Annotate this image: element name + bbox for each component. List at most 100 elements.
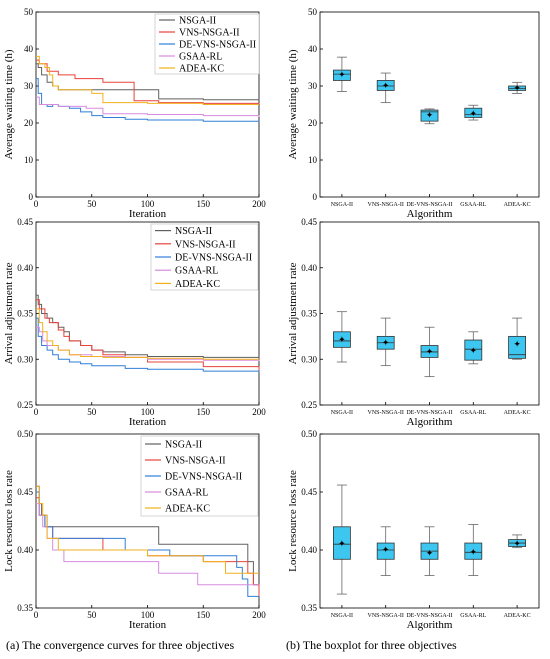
caption-left: (a) The convergence curves for three obj…: [6, 638, 235, 652]
box-iqr: [332, 331, 351, 348]
x-tick-label: VNS-NSGA-II: [368, 410, 404, 416]
x-tick-label: 50: [87, 199, 97, 209]
chart-panel-3: 0.25 0.30 0.35 0.40 0.45 Arrival adjustment r…: [3, 217, 266, 428]
y-tick-label: 0.45: [17, 217, 33, 227]
legend: NSGA-IIVNS-NSGA-IIDE-VNS-NSGA-IIGSAA-RLA…: [154, 13, 260, 75]
legend: NSGA-IIVNS-NSGA-IIDE-VNS-NSGA-IIGSAA-RLA…: [150, 223, 259, 291]
x-tick-label: DE-VNS-NSGA-II: [406, 410, 452, 416]
y-tick-label: 30: [308, 81, 318, 91]
x-tick-label: GSAA-RL: [460, 410, 486, 416]
box-mean-marker: ✦: [426, 346, 434, 356]
x-axis-label: Algorithm: [407, 416, 453, 428]
y-tick-label: 10: [308, 155, 318, 165]
y-tick-label: 0.50: [301, 429, 317, 439]
y-tick-label: 0.45: [301, 217, 317, 227]
box-nsga-ii: ✦: [332, 311, 351, 363]
legend-item: ADEA-KC: [165, 504, 210, 515]
legend-item: DE-VNS-NSGA-II: [179, 40, 256, 51]
y-tick-label: 0.35: [17, 309, 33, 319]
legend-item: DE-VNS-NSGA-II: [165, 472, 242, 483]
box-adea-kc: ✦: [508, 317, 527, 360]
box-nsga-ii: ✦: [332, 484, 351, 595]
y-tick-label: 0.50: [17, 429, 33, 439]
y-tick-label: 0.35: [17, 603, 33, 613]
x-tick-label: 200: [252, 199, 266, 209]
y-tick-label: 0.25: [17, 400, 33, 410]
box-iqr: [420, 109, 439, 122]
x-tick-label: ADEA-KC: [504, 613, 531, 619]
box-iqr: [332, 526, 351, 560]
box-mean-marker: ✦: [338, 69, 346, 79]
x-tick-label: 200: [252, 407, 266, 417]
legend-item: NSGA-II: [175, 226, 212, 237]
box-de-vns-nsga-ii: ✦: [420, 526, 439, 576]
y-axis-label: Lock resource loss rate: [287, 470, 299, 572]
box-iqr: [508, 335, 527, 359]
plot-frame: [319, 11, 540, 198]
legend-item: DE-VNS-NSGA-II: [175, 253, 252, 264]
legend-item: ADEA-KC: [175, 279, 220, 290]
box-mean-marker: ✦: [338, 539, 346, 549]
box-mean-marker: ✦: [513, 339, 521, 349]
box-iqr: [464, 542, 483, 560]
series-line-vns-nsga-ii: [36, 299, 260, 371]
box-adea-kc: ✦: [508, 81, 527, 94]
box-gsaa-rl: ✦: [464, 104, 483, 121]
y-tick-label: 30: [24, 81, 34, 91]
y-tick-label: 0.35: [301, 603, 317, 613]
x-tick-label: 0: [34, 407, 39, 417]
x-axis-label: Iteration: [129, 619, 167, 631]
x-tick-label: NSGA-II: [331, 202, 353, 208]
y-tick-label: 40: [24, 44, 34, 54]
y-tick-label: 0.25: [301, 400, 317, 410]
y-tick-label: 0.35: [301, 309, 317, 319]
caption-right: (b) The boxplot for three objectives: [286, 638, 457, 652]
chart-panel-5: 0.35 0.40 0.45 0.50 Lock resource loss rate I…: [3, 429, 266, 631]
y-tick-label: 0.40: [17, 263, 33, 273]
box-de-vns-nsga-ii: ✦: [420, 326, 439, 378]
box-iqr: [420, 345, 439, 358]
box-mean-marker: ✦: [470, 346, 478, 356]
x-tick-label: NSGA-II: [331, 613, 353, 619]
box-iqr: [464, 107, 483, 118]
box-mean-marker: ✦: [382, 81, 390, 91]
box-mean-marker: ✦: [382, 545, 390, 555]
series-line-nsga-ii: [36, 294, 260, 359]
box-mean-marker: ✦: [382, 337, 390, 347]
box-vns-nsga-ii: ✦: [376, 72, 395, 104]
series-line-de-vns-nsga-ii: [36, 317, 260, 373]
legend-item: GSAA-RL: [175, 266, 218, 277]
box-nsga-ii: ✦: [332, 56, 351, 92]
box-mean-marker: ✦: [338, 335, 346, 345]
y-tick-label: 0.40: [301, 263, 317, 273]
chart-panel-6: 0.35 0.40 0.45 0.50 Lock resource loss rate A…: [287, 429, 540, 631]
series-line-adea-kc: [36, 308, 259, 360]
y-axis-label: Average waiting time (h): [3, 49, 15, 159]
plot-frame: [319, 433, 540, 609]
plot-frame: [319, 221, 540, 406]
chart-panel-1: 0 10 20 30 40 50 Average waiting time (h) Itera…: [3, 7, 266, 220]
chart-panel-4: 0.25 0.30 0.35 0.40 0.45 Arrival adjustment r…: [287, 217, 540, 428]
x-tick-label: 150: [197, 199, 211, 209]
x-tick-label: VNS-NSGA-II: [368, 202, 404, 208]
x-tick-label: NSGA-II: [331, 410, 353, 416]
x-tick-label: 0: [34, 610, 39, 620]
box-mean-marker: ✦: [470, 547, 478, 557]
series-line-adea-kc: [36, 55, 259, 105]
legend-item: GSAA-RL: [165, 488, 208, 499]
x-axis-label: Algorithm: [407, 619, 453, 631]
y-tick-label: 20: [308, 118, 318, 128]
legend: NSGA-IIVNS-NSGA-IIDE-VNS-NSGA-IIGSAA-RLA…: [140, 435, 259, 517]
box-de-vns-nsga-ii: ✦: [420, 108, 439, 125]
y-tick-label: 50: [24, 7, 34, 17]
x-tick-label: 100: [141, 610, 155, 620]
y-tick-label: 0: [29, 192, 34, 202]
figure-canvas: 0 10 20 30 40 50 Average waiting time (h) Itera…: [3, 7, 540, 631]
x-tick-label: DE-VNS-NSGA-II: [406, 613, 452, 619]
x-tick-label: ADEA-KC: [504, 202, 531, 208]
y-tick-label: 0.45: [17, 487, 33, 497]
x-tick-label: 100: [141, 199, 155, 209]
chart-panel-2: 0 10 20 30 40 50 Average waiting time (h) Algor…: [287, 7, 540, 220]
x-tick-label: GSAA-RL: [460, 202, 486, 208]
box-mean-marker: ✦: [426, 548, 434, 558]
